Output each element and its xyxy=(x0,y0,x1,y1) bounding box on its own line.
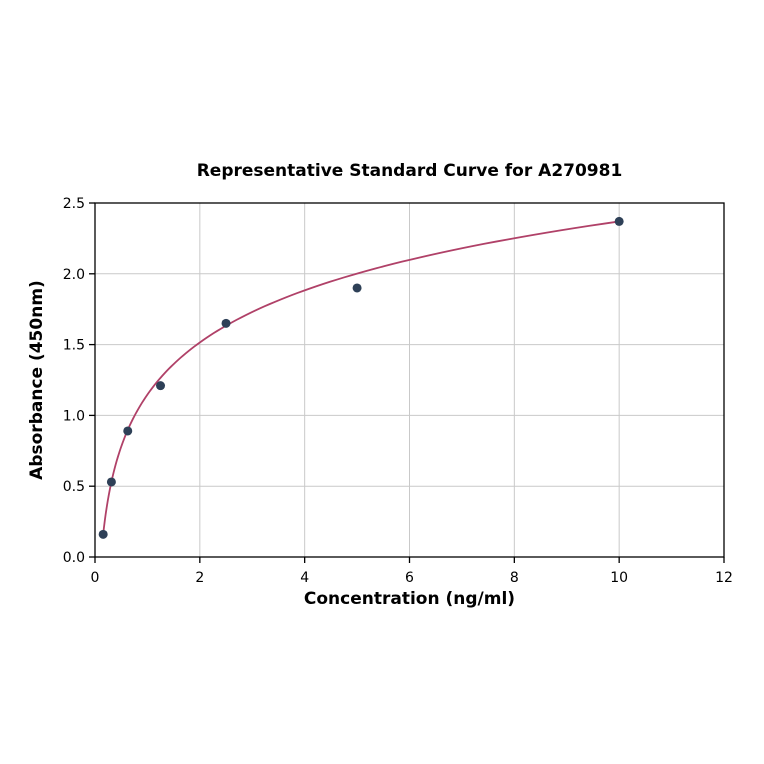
y-tick-label: 2.0 xyxy=(63,267,85,283)
x-axis-label: Concentration (ng/ml) xyxy=(303,589,516,609)
x-tick-label: 8 xyxy=(510,570,519,586)
y-tick-label: 0.5 xyxy=(63,479,85,495)
data-point xyxy=(106,477,116,487)
x-tick-label: 0 xyxy=(91,570,100,586)
x-tick-label: 4 xyxy=(300,570,309,586)
fit-curve xyxy=(102,220,621,536)
data-point xyxy=(98,529,108,539)
data-point xyxy=(352,283,362,293)
x-tick-label: 12 xyxy=(715,570,733,586)
x-tick-label: 6 xyxy=(405,570,414,586)
chart-title: Representative Standard Curve for A27098… xyxy=(196,161,623,181)
x-tick-label: 2 xyxy=(195,570,204,586)
y-tick-label: 1.5 xyxy=(63,338,85,354)
data-point xyxy=(123,426,133,436)
data-point xyxy=(221,318,231,328)
y-tick-label: 1.0 xyxy=(63,408,85,424)
y-tick-label: 0.0 xyxy=(63,550,85,566)
y-tick-label: 2.5 xyxy=(63,196,85,212)
data-point xyxy=(614,216,624,226)
data-point xyxy=(156,381,166,391)
x-tick-label: 10 xyxy=(610,570,628,586)
